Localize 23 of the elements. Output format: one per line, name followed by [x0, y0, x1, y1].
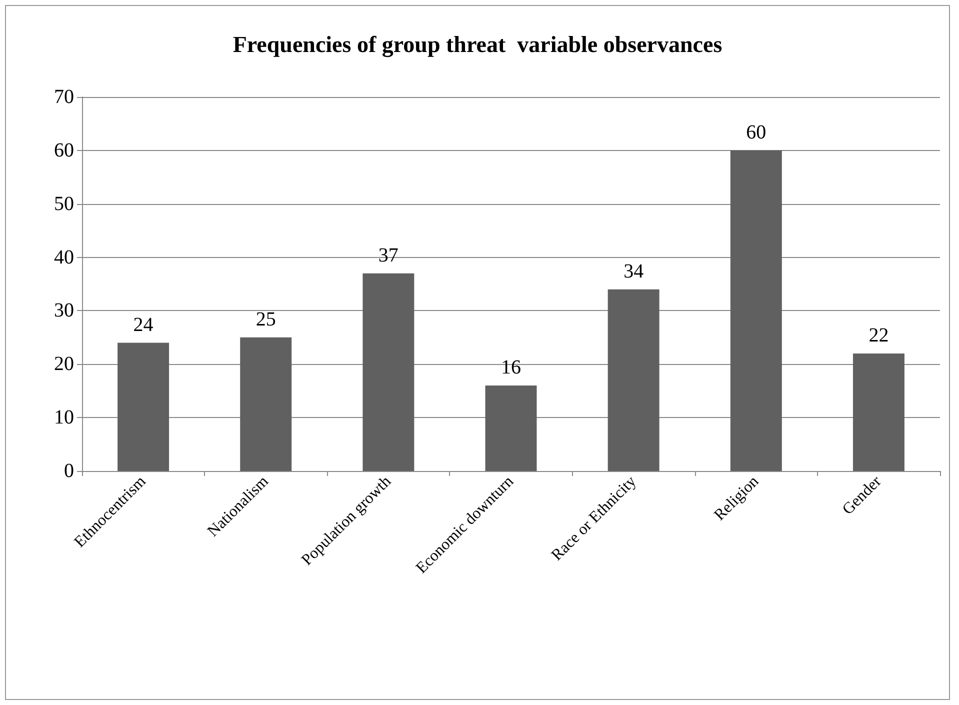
data-label: 25 — [256, 308, 276, 330]
bar — [362, 273, 414, 471]
data-label: 24 — [133, 314, 154, 336]
y-tick-label: 40 — [54, 246, 74, 268]
y-tick-label: 30 — [54, 300, 74, 322]
data-label: 60 — [746, 121, 766, 144]
bar — [485, 386, 537, 471]
y-tick-label: 10 — [54, 406, 74, 429]
y-tick-label: 60 — [54, 139, 74, 162]
bar — [240, 337, 292, 471]
y-tick-label: 70 — [54, 86, 74, 108]
bar — [118, 342, 170, 471]
bar — [852, 353, 904, 471]
bar — [608, 289, 660, 471]
chart-title: Frequencies of group threat variable observances — [232, 32, 722, 58]
y-tick-label: 20 — [54, 353, 74, 376]
data-label: 22 — [868, 324, 889, 346]
data-label: 16 — [501, 356, 521, 379]
data-label: 37 — [378, 244, 398, 266]
data-label: 34 — [624, 260, 644, 282]
y-tick-label: 50 — [54, 192, 74, 215]
bar — [730, 150, 782, 471]
y-tick-label: 0 — [64, 460, 74, 482]
